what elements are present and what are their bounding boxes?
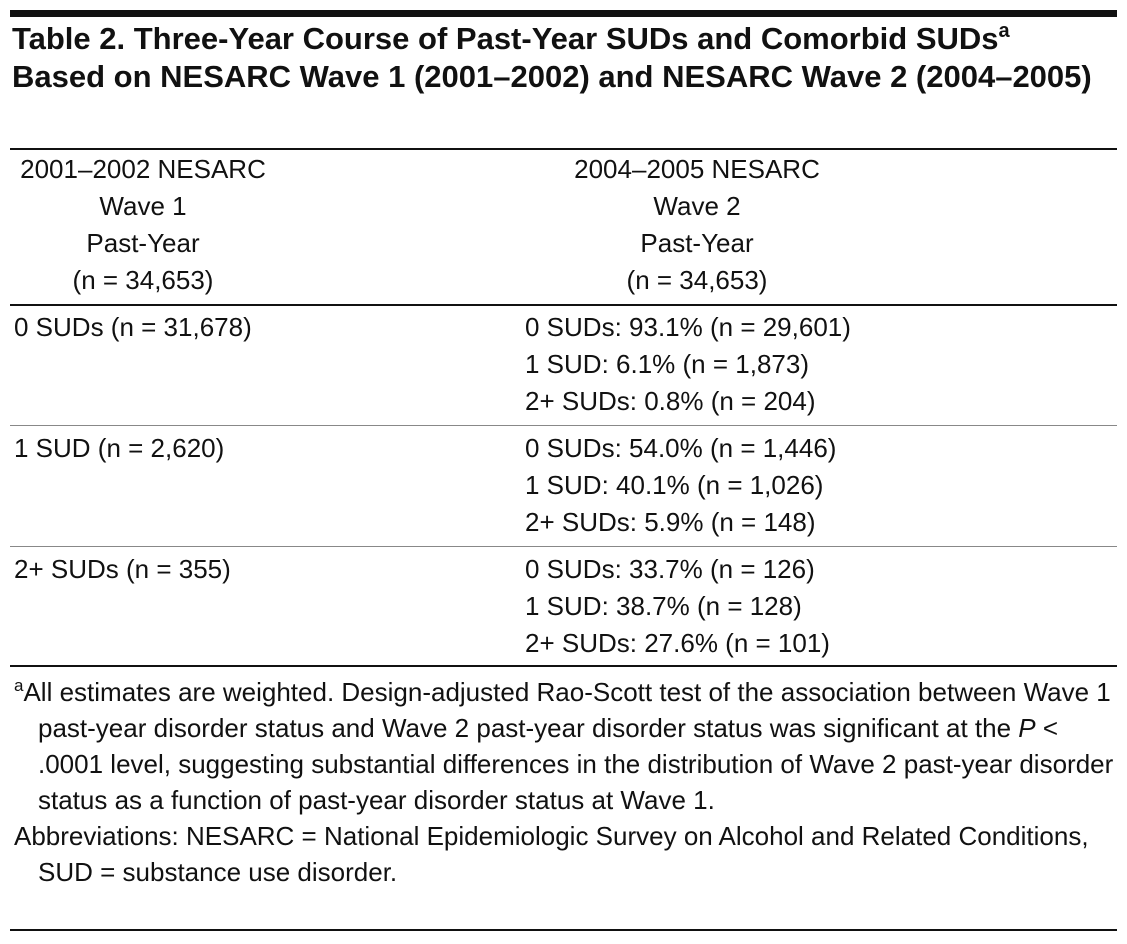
abbreviations: Abbreviations: NESARC = National Epidemi… [14, 821, 1089, 887]
footnote-text: < .0001 level, suggesting substantial di… [38, 713, 1114, 815]
outcome-cell: 2+ SUDs: 27.6% (n = 101) [525, 628, 830, 658]
rule [10, 304, 1117, 306]
outcome-cell: 0 SUDs: 54.0% (n = 1,446) [525, 433, 837, 463]
footnote-text: All estimates are weighted. Design-adjus… [23, 677, 1111, 743]
outcome-cell: 2+ SUDs: 5.9% (n = 148) [525, 507, 816, 537]
table-title: Table 2. Three-Year Course of Past-Year … [12, 20, 1112, 96]
rule [10, 148, 1117, 150]
header-cell: (n = 34,653) [626, 265, 768, 295]
header-cell: 2004–2005 NESARC [574, 154, 820, 184]
header-cell: (n = 34,653) [72, 265, 214, 295]
row-label: 0 SUDs (n = 31,678) [14, 312, 252, 342]
outcome-cell: 1 SUD: 38.7% (n = 128) [525, 591, 802, 621]
title-footnote-marker: a [998, 20, 1010, 42]
outcome-cell: 2+ SUDs: 0.8% (n = 204) [525, 386, 816, 416]
footnotes: aAll estimates are weighted. Design-adju… [14, 674, 1114, 890]
row-label: 1 SUD (n = 2,620) [14, 433, 225, 463]
title-text: Based on NESARC Wave 1 (2001–2002) and N… [12, 59, 1092, 94]
outcome-cell: 0 SUDs: 93.1% (n = 29,601) [525, 312, 851, 342]
rule [10, 665, 1117, 667]
footnote-text: P [1018, 713, 1036, 743]
header-cell: Wave 1 [99, 191, 187, 221]
outcome-cell: 0 SUDs: 33.7% (n = 126) [525, 554, 815, 584]
header-cell: Past-Year [640, 228, 754, 258]
row-label: 2+ SUDs (n = 355) [14, 554, 231, 584]
bottom-rule [10, 929, 1117, 931]
header-cell: Wave 2 [653, 191, 741, 221]
header-cell: 2001–2002 NESARC [20, 154, 266, 184]
footnote-marker: a [14, 676, 24, 695]
row-rule [10, 425, 1117, 426]
top-bar [10, 10, 1117, 17]
header-cell: Past-Year [86, 228, 200, 258]
footnote: aAll estimates are weighted. Design-adju… [14, 674, 1114, 818]
row-rule [10, 546, 1117, 547]
title-text: Table 2. Three-Year Course of Past-Year … [12, 21, 999, 56]
outcome-cell: 1 SUD: 6.1% (n = 1,873) [525, 349, 809, 379]
outcome-cell: 1 SUD: 40.1% (n = 1,026) [525, 470, 824, 500]
